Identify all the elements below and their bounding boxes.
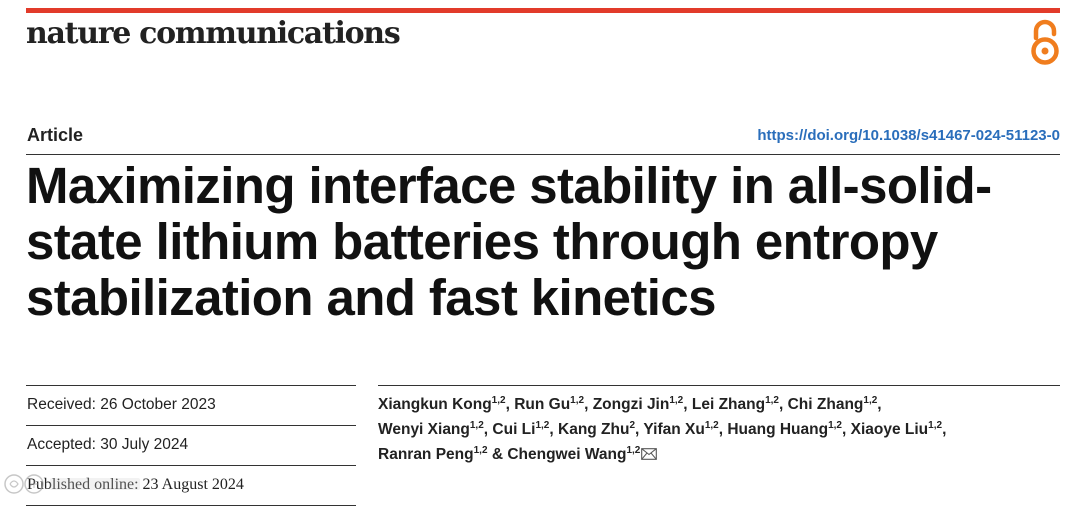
- journal-name: nature communications: [26, 16, 401, 51]
- author-separator: ,: [718, 421, 728, 438]
- author-affiliation: 2: [629, 420, 636, 431]
- header-divider: [26, 154, 1060, 155]
- article-type-label: Article: [27, 125, 84, 145]
- author-name[interactable]: Wenyi Xiang: [378, 421, 470, 438]
- author-name[interactable]: Run Gu: [514, 396, 571, 413]
- author-name[interactable]: Xiangkun Kong: [378, 396, 492, 413]
- author-separator: ,: [505, 396, 515, 413]
- author-affiliation: 1,2: [491, 395, 506, 406]
- author-name[interactable]: Lei Zhang: [691, 396, 766, 413]
- author-separator: ,: [942, 421, 947, 438]
- author-separator: ,: [635, 421, 644, 438]
- author-name[interactable]: Ranran Peng: [378, 446, 474, 463]
- author-name[interactable]: Chi Zhang: [787, 396, 864, 413]
- mail-icon[interactable]: [641, 448, 658, 460]
- author-affiliation: 1,2: [669, 395, 684, 406]
- author-name[interactable]: Kang Zhu: [558, 421, 630, 438]
- author-separator: ,: [877, 396, 882, 413]
- author-name[interactable]: Yifan Xu: [643, 421, 705, 438]
- author-name[interactable]: Chengwei Wang: [507, 446, 627, 463]
- author-affiliation: 1,2: [535, 420, 550, 431]
- author-separator: ,: [842, 421, 851, 438]
- author-separator: ,: [584, 396, 593, 413]
- authors-divider: [378, 385, 1060, 386]
- author-affiliation: 1,2: [626, 445, 641, 456]
- author-affiliation: 1,2: [828, 420, 842, 431]
- author-affiliation: 1,2: [473, 445, 488, 456]
- publication-dates: Received: 26 October 2023 Accepted: 30 J…: [26, 385, 356, 506]
- author-list: Xiangkun Kong1,2, Run Gu1,2, Zongzi Jin1…: [378, 392, 1068, 467]
- journal-accent-bar: [26, 8, 1060, 13]
- author-separator: ,: [778, 396, 788, 413]
- article-title: Maximizing interface stability in all-so…: [26, 157, 992, 326]
- author-name[interactable]: Zongzi Jin: [592, 396, 670, 413]
- author-separator: ,: [549, 421, 558, 438]
- received-date: Received: 26 October 2023: [26, 385, 356, 425]
- author-affiliation: 1,2: [570, 395, 585, 406]
- watermark-logo: [4, 474, 140, 494]
- author-name[interactable]: Cui Li: [492, 421, 536, 438]
- author-name[interactable]: Huang Huang: [727, 421, 829, 438]
- accepted-date: Accepted: 30 July 2024: [26, 425, 356, 465]
- author-affiliation: 1,2: [928, 420, 943, 431]
- author-separator: ,: [683, 396, 692, 413]
- author-affiliation: 1,2: [765, 395, 779, 406]
- author-affiliation: 1,2: [863, 395, 878, 406]
- open-access-icon[interactable]: [1028, 18, 1062, 68]
- author-name[interactable]: Xiaoye Liu: [850, 421, 929, 438]
- author-separator: ,: [483, 421, 493, 438]
- author-affiliation: 1,2: [704, 420, 719, 431]
- doi-link[interactable]: https://doi.org/10.1038/s41467-024-51123…: [757, 127, 1060, 144]
- author-separator: &: [487, 446, 508, 463]
- author-affiliation: 1,2: [469, 420, 484, 431]
